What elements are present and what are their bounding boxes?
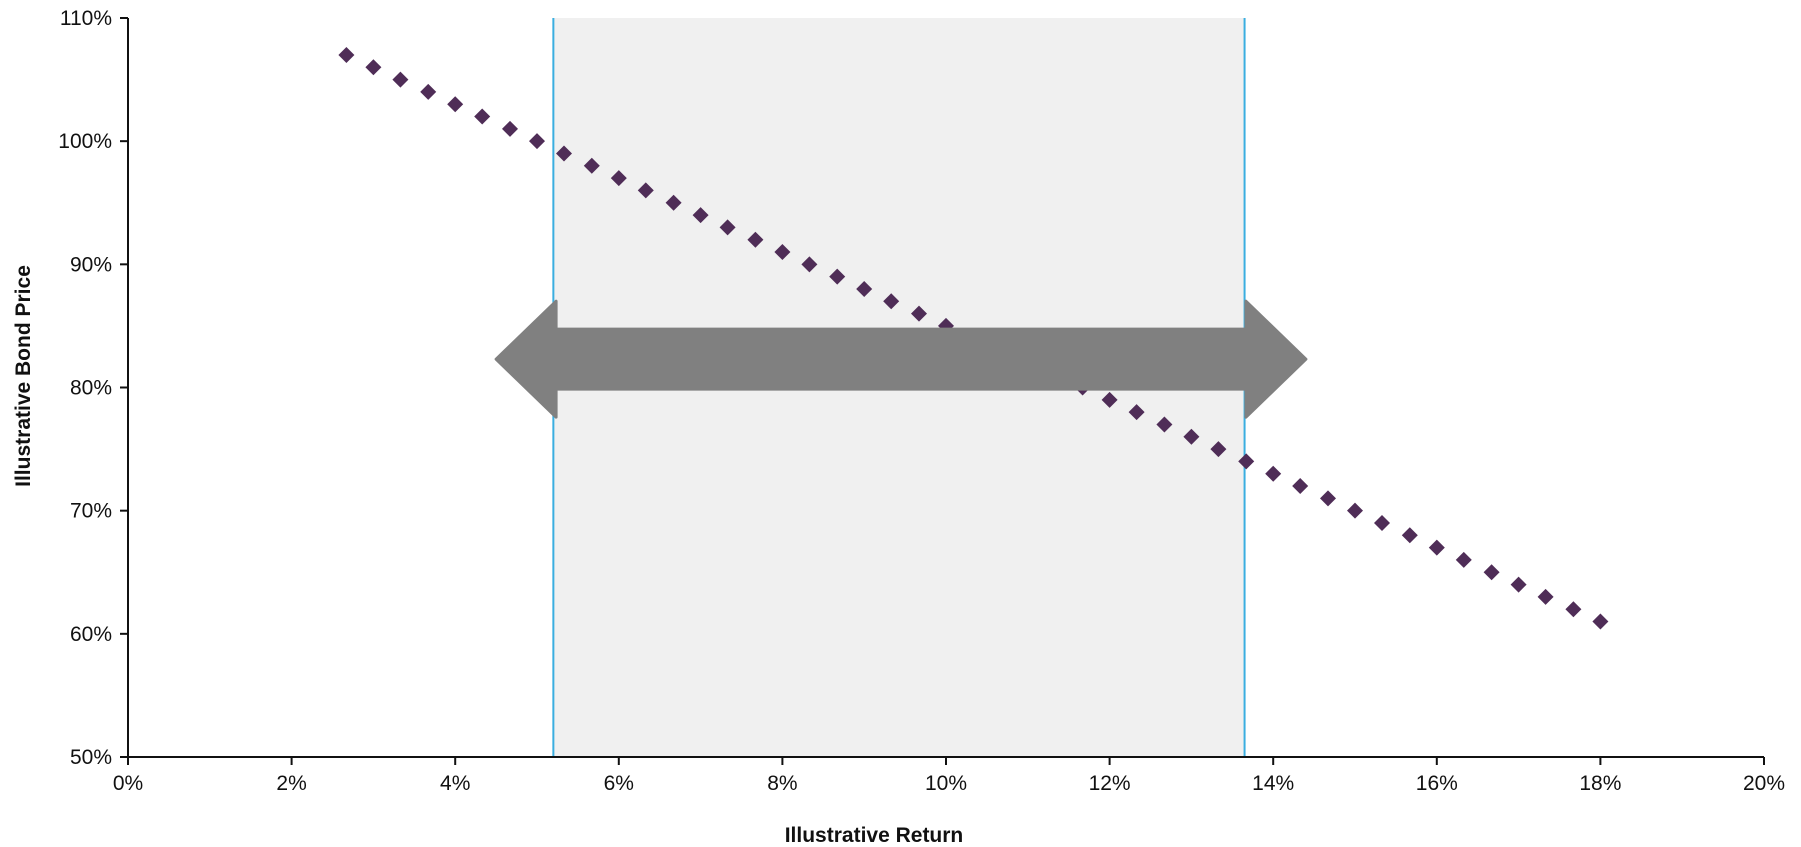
y-tick-label: 80% [70,377,112,400]
x-tick-label: 6% [604,772,634,795]
data-point [801,256,818,273]
data-point [555,145,572,162]
axis-layer: 0% 2% 4% 6% 8% 10% 12% 14% 16% 18% 20% 50% 60% 70% 80%… [58,7,1785,795]
x-tick-label: 16% [1416,772,1458,795]
x-tick-label: 0% [113,772,143,795]
data-point [392,71,409,88]
data-point [502,120,519,137]
data-point [1156,416,1173,433]
y-tick-label: 100% [58,130,112,153]
x-tick-label: 14% [1252,772,1294,795]
data-point [529,133,545,150]
data-point [1101,391,1118,408]
data-point [1183,428,1200,445]
y-tick-label: 70% [70,500,112,523]
data-point [774,244,791,261]
data-point [1373,514,1390,531]
data-point [1428,539,1445,556]
y-axis-title: Illustrative Bond Price [12,265,35,487]
x-axis-title: Illustrative Return [785,824,964,847]
data-point [1292,478,1309,495]
arrow-layer [494,299,1308,419]
data-point [1128,404,1145,421]
y-tick-label: 90% [70,253,112,276]
x-tick-label: 8% [767,772,797,795]
data-point [1483,564,1500,581]
data-point [719,219,736,236]
data-point [747,231,764,248]
data-point [1565,601,1582,618]
data-point [365,59,382,76]
data-point [1510,576,1527,593]
x-tick-label: 2% [276,772,306,795]
data-point [420,83,437,100]
data-point [1265,465,1282,482]
data-point [692,207,709,224]
data-point [856,280,873,297]
data-point [637,182,654,199]
points-layer [338,46,1609,630]
data-point [1347,502,1363,519]
data-point [447,96,464,113]
data-point [583,157,600,174]
x-tick-label: 10% [925,772,967,795]
data-point [665,194,682,211]
data-point [1537,588,1554,605]
data-point [829,268,846,285]
data-point [1210,441,1227,458]
data-point [610,170,627,187]
y-tick-label: 50% [70,746,112,769]
x-tick-label: 4% [440,772,470,795]
data-point [1592,613,1609,630]
data-point [1401,527,1418,544]
x-tick-label: 18% [1579,772,1621,795]
x-tick-label: 20% [1743,772,1785,795]
data-point [1238,453,1255,470]
y-tick-label: 60% [70,623,112,646]
data-point [338,46,355,63]
data-point [474,108,491,125]
double-headed-arrow [494,299,1308,419]
data-point [883,293,900,310]
data-point [911,305,928,322]
x-tick-label: 12% [1089,772,1131,795]
y-tick-label: 110% [60,7,112,30]
data-point [1320,490,1337,507]
data-point [1455,551,1472,568]
